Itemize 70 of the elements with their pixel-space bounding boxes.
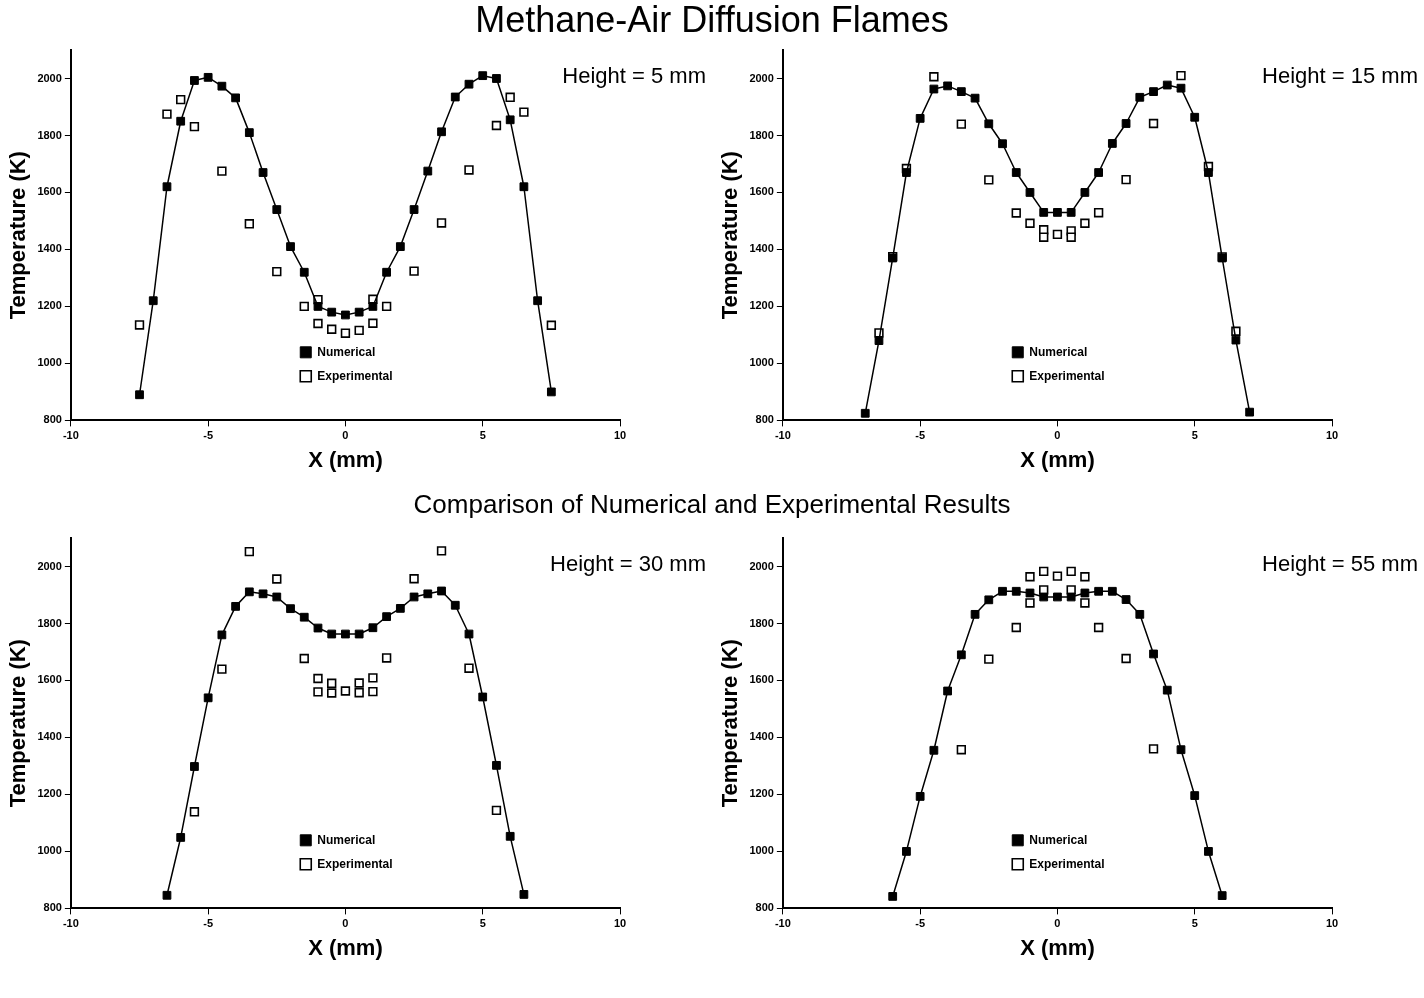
y-tick-label: 1000 [37,844,62,857]
y-axis-title: Temperature (K) [5,639,31,808]
x-tick-label: 10 [613,917,627,930]
x-tick-label: 0 [1054,917,1061,930]
y-tick-label: 1000 [749,844,774,857]
y-tick-label: 1200 [37,299,62,312]
x-tick-label: -10 [62,917,79,930]
y-tick-label: 1600 [37,673,62,686]
x-tick-label: 5 [1191,429,1198,442]
x-axis-title: X (mm) [308,934,383,960]
y-axis-title: Temperature (K) [5,151,31,320]
x-tick-label: -5 [915,917,926,930]
y-tick-label: 2000 [749,559,774,572]
x-tick-label: 0 [342,917,349,930]
y-tick-label: 1800 [749,616,774,629]
y-tick-label: 1400 [749,730,774,743]
y-tick-label: 1400 [37,242,62,255]
y-tick-label: 1200 [37,787,62,800]
annotation: Height = 55 mm [1262,551,1418,577]
legend-label: Experimental [1029,856,1105,871]
x-tick-label: 10 [1325,429,1339,442]
y-tick-label: 800 [43,901,62,914]
x-axis-title: X (mm) [308,446,383,472]
y-axis-title: Temperature (K) [717,151,743,320]
x-tick-label: -5 [203,429,214,442]
legend-label: Numerical [1029,344,1088,359]
y-tick-label: 2000 [37,559,62,572]
x-tick-label: -10 [774,429,791,442]
x-tick-label: -5 [203,917,214,930]
x-tick-label: 0 [342,429,349,442]
x-tick-label: -10 [774,917,791,930]
annotation: Height = 5 mm [562,63,706,89]
text: Comparison of Numerical and Experimental Results [413,488,1011,520]
text: Methane-Air Diffusion Flames [475,0,949,41]
legend-label: Numerical [1029,832,1088,847]
x-tick-label: 5 [1191,917,1198,930]
y-tick-label: 800 [755,413,774,426]
y-tick-label: 1000 [37,356,62,369]
y-tick-label: 1400 [37,730,62,743]
annotation: Height = 15 mm [1262,63,1418,89]
y-tick-label: 1800 [749,128,774,141]
y-tick-label: 1600 [749,673,774,686]
x-axis-title: X (mm) [1020,934,1095,960]
y-tick-label: 1200 [749,299,774,312]
x-tick-label: -10 [62,429,79,442]
annotation: Height = 30 mm [550,551,706,577]
x-tick-label: 5 [479,917,486,930]
legend-label: Experimental [317,368,393,383]
y-axis-title: Temperature (K) [717,639,743,808]
x-axis-title: X (mm) [1020,446,1095,472]
legend-label: Experimental [317,856,393,871]
y-tick-label: 1800 [37,128,62,141]
y-tick-label: 1600 [37,185,62,198]
y-tick-label: 800 [43,413,62,426]
x-tick-label: 0 [1054,429,1061,442]
x-tick-label: -5 [915,429,926,442]
legend-label: Experimental [1029,368,1105,383]
x-tick-label: 10 [1325,917,1339,930]
y-tick-label: 2000 [749,71,774,84]
legend-label: Numerical [317,832,376,847]
y-tick-label: 800 [755,901,774,914]
y-tick-label: 2000 [37,71,62,84]
x-tick-label: 5 [479,429,486,442]
y-tick-label: 1400 [749,242,774,255]
y-tick-label: 1600 [749,185,774,198]
legend-label: Numerical [317,344,376,359]
y-tick-label: 1000 [749,356,774,369]
x-tick-label: 10 [613,429,627,442]
y-tick-label: 1800 [37,616,62,629]
y-tick-label: 1200 [749,787,774,800]
